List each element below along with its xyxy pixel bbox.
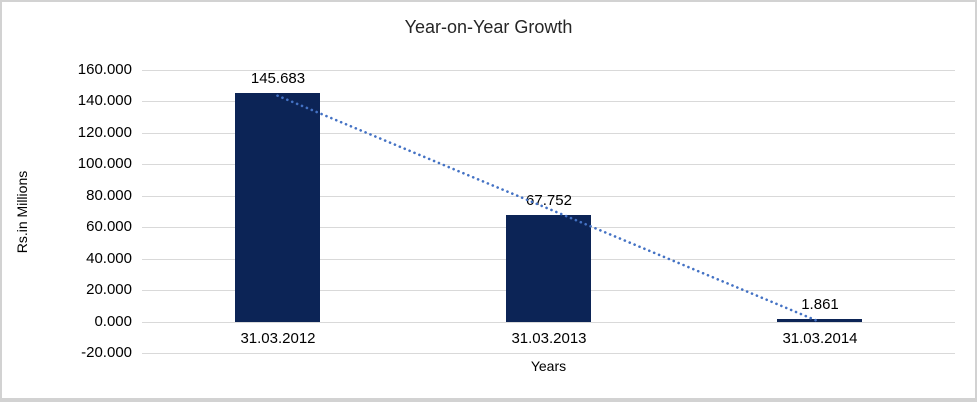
- y-tick-label: 40.000: [86, 250, 132, 267]
- y-tick-label: -20.000: [81, 344, 132, 361]
- gridline: [142, 196, 955, 197]
- y-tick-label: 0.000: [94, 313, 132, 330]
- gridline: [142, 101, 955, 102]
- trendline-layer: [276, 94, 821, 324]
- bar: [235, 93, 320, 322]
- gridline: [142, 164, 955, 165]
- x-axis-title: Years: [530, 358, 567, 374]
- y-tick-label: 100.000: [77, 155, 132, 172]
- y-tick-label: 60.000: [86, 218, 132, 235]
- bar-value-label: 1.861: [801, 296, 839, 313]
- gridline: [142, 70, 955, 71]
- x-tick-label: 31.03.2012: [240, 330, 316, 347]
- y-tick-label: 120.000: [77, 124, 132, 141]
- bar: [777, 319, 862, 322]
- gridline: [142, 133, 955, 134]
- y-tick-label: 160.000: [77, 61, 132, 78]
- y-tick-label: 80.000: [86, 187, 132, 204]
- y-tick-label: 20.000: [86, 281, 132, 298]
- trendline: [276, 94, 821, 324]
- x-tick-label: 31.03.2013: [511, 330, 587, 347]
- y-tick-label: 140.000: [77, 92, 132, 109]
- chart-title: Year-on-Year Growth: [404, 17, 573, 37]
- plot-area: 145.683 67.752 1.861: [142, 68, 955, 355]
- gridline: [142, 353, 955, 354]
- bar: [506, 215, 591, 322]
- x-tick-label: 31.03.2014: [782, 330, 858, 347]
- gridline: [142, 322, 955, 323]
- bar-value-label: 145.683: [250, 70, 306, 87]
